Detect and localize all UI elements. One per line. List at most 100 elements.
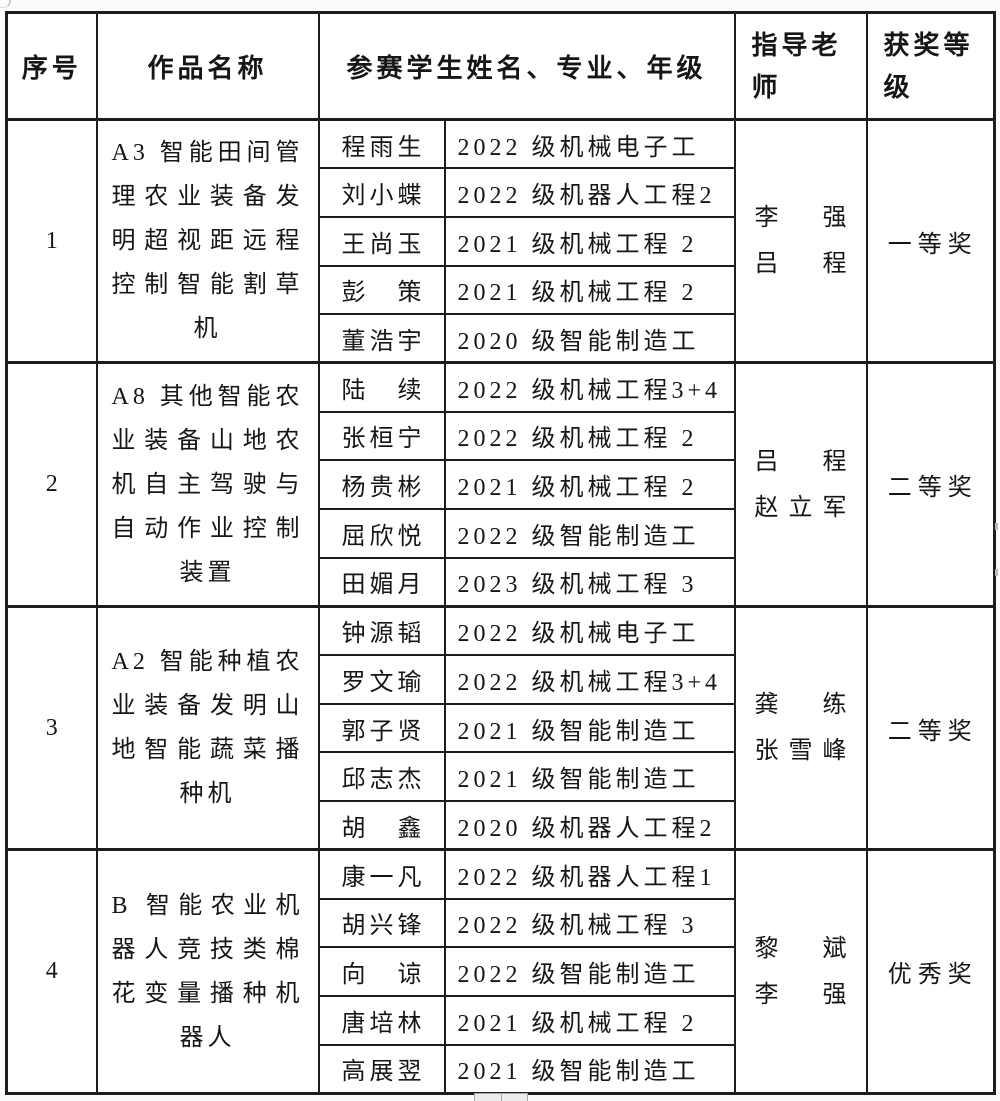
work-title-text: A8 其他智能农业装备山地农机自主驾驶与自动作业控制装置: [111, 383, 304, 586]
student-name-cell: 董浩宇: [317, 313, 446, 364]
student-name-cell: 程雨生: [317, 118, 446, 170]
student-name: 康一凡: [341, 864, 422, 891]
header-row: 序号 作品名称 参赛学生姓名、专业、年级 指导老师 获奖等级: [5, 11, 996, 121]
table-row: 胡鑫 2020 级机器人工程2: [7, 800, 995, 851]
advisors-cell: 黎斌 李强: [733, 848, 868, 1095]
table-row: 杨贵彬 2021 级机械工程 2: [7, 459, 995, 510]
student-major-cell: 2021 级智能制造工: [443, 702, 736, 754]
advisor-name: 黎斌: [754, 935, 847, 962]
table-row: 郭子贤 2021 级智能制造工: [7, 702, 995, 754]
student-name: 彭策: [341, 280, 422, 307]
advisor-name: 吕程: [754, 251, 847, 278]
work-title-cell: A8 其他智能农业装备山地农机自主驾驶与自动作业控制装置: [95, 361, 320, 608]
student-name: 田媚月: [341, 572, 422, 599]
student-name-cell: 胡鑫: [317, 800, 446, 851]
student-major-cell: 2021 级机械工程 2: [443, 459, 736, 510]
header-work-title: 作品名称: [95, 11, 320, 121]
student-major-cell: 2022 级机械电子工: [443, 118, 736, 170]
student-name: 高展翌: [341, 1059, 422, 1086]
award-cell: 二等奖: [865, 604, 996, 851]
student-name: 唐培林: [341, 1010, 422, 1037]
student-major-cell: 2022 级机器人工程1: [443, 848, 736, 900]
work-title-cell: B 智能农业机器人竞技类棉花变量播种机器人: [95, 848, 320, 1095]
table-row: 田媚月 2023 级机械工程 3: [7, 556, 995, 608]
header-award: 获奖等级: [865, 11, 996, 121]
header-advisor: 指导老师: [733, 11, 868, 121]
advisors-cell: 吕程 赵立军: [733, 361, 868, 608]
work-title-text: B 智能农业机器人竞技类棉花变量播种机器人: [111, 892, 304, 1051]
student-name: 杨贵彬: [341, 475, 422, 502]
table-row: 1 A3 智能田间管理农业装备发明超视距远程控制智能割草机 程雨生 2022 级…: [5, 117, 996, 364]
row-index-cell: 1: [5, 117, 98, 364]
student-name: 胡兴锋: [341, 913, 422, 940]
table-row: 王尚玉 2021 级机械工程 2: [7, 215, 995, 267]
student-name-cell: 罗文瑜: [317, 654, 446, 705]
table-row: 4 B 智能农业机器人竞技类棉花变量播种机器人 康一凡 2022 级机器人工程1…: [5, 848, 996, 1095]
student-name-cell: 刘小蝶: [317, 167, 446, 218]
award-cell: 一等奖: [865, 117, 996, 364]
advisor-name: 张雪峰: [754, 738, 847, 765]
student-name-cell: 屈欣悦: [317, 508, 446, 559]
student-name: 董浩宇: [341, 328, 422, 355]
table-row: 唐培林 2021 级机械工程 2: [7, 994, 995, 1046]
advisor-name: 李强: [754, 981, 847, 1008]
student-major-cell: 2022 级机械电子工: [443, 604, 736, 657]
work-title-text: A2 智能种植农业装备发明山地智能蔬菜播种机: [111, 649, 304, 808]
student-name: 罗文瑜: [341, 669, 422, 696]
advisor-name: 李强: [754, 205, 847, 232]
student-major-cell: 2021 级智能制造工: [443, 751, 736, 803]
header-index: 序号: [5, 11, 98, 121]
row-index-cell: 2: [5, 361, 98, 608]
award-results-table: 序号 作品名称 参赛学生姓名、专业、年级 指导老师 获奖等级 1 A3 智能田间…: [5, 11, 997, 1095]
student-name-cell: 王尚玉: [317, 215, 446, 267]
award-cell: 优秀奖: [865, 848, 996, 1095]
table-row: 邱志杰 2021 级智能制造工: [7, 751, 995, 803]
student-name-cell: 田媚月: [317, 556, 446, 608]
student-major-cell: 2022 级智能制造工: [443, 508, 736, 559]
student-name-cell: 唐培林: [317, 994, 446, 1046]
table-resize-handle-tick: [995, 523, 998, 530]
student-name-cell: 郭子贤: [317, 702, 446, 754]
student-name-cell: 彭策: [317, 264, 446, 316]
advisor-name: 吕程: [754, 448, 847, 475]
student-name: 郭子贤: [341, 718, 422, 745]
student-name: 屈欣悦: [341, 523, 422, 550]
work-title-cell: A2 智能种植农业装备发明山地智能蔬菜播种机: [95, 604, 320, 851]
student-name: 程雨生: [341, 134, 422, 161]
student-name: 王尚玉: [341, 231, 422, 258]
table-row: 3 A2 智能种植农业装备发明山地智能蔬菜播种机 钟源韬 2022 级机械电子工…: [5, 604, 996, 851]
student-name: 钟源韬: [341, 621, 422, 648]
table-row: 屈欣悦 2022 级智能制造工: [7, 508, 995, 559]
table-row: 张桓宁 2022 级机械工程 2: [7, 410, 995, 462]
student-major-cell: 2021 级机械工程 2: [443, 994, 736, 1046]
student-name-cell: 康一凡: [317, 848, 446, 900]
bottom-edge-artifact-divider: [501, 1094, 502, 1101]
work-title-text: A3 智能田间管理农业装备发明超视距远程控制智能割草机: [111, 140, 304, 343]
student-major-cell: 2020 级智能制造工: [443, 313, 736, 364]
row-index-cell: 3: [5, 604, 98, 851]
student-major-cell: 2022 级机器人工程2: [443, 167, 736, 218]
row-index-cell: 4: [5, 848, 98, 1095]
student-major-cell: 2022 级机械工程3+4: [443, 361, 736, 413]
student-name-cell: 胡兴锋: [317, 897, 446, 949]
table-row: 刘小蝶 2022 级机器人工程2: [7, 167, 995, 218]
table-row: 高展翌 2021 级智能制造工: [7, 1043, 995, 1095]
student-major-cell: 2022 级机械工程 3: [443, 897, 736, 949]
table-row: 彭策 2021 级机械工程 2: [7, 264, 995, 316]
student-major-cell: 2020 级机器人工程2: [443, 800, 736, 851]
advisor-name: 龚练: [754, 692, 847, 719]
student-name-cell: 杨贵彬: [317, 459, 446, 510]
student-name: 张桓宁: [341, 426, 422, 453]
student-name-cell: 邱志杰: [317, 751, 446, 803]
student-major-cell: 2022 级智能制造工: [443, 946, 736, 997]
student-name: 刘小蝶: [341, 183, 422, 210]
table-resize-handle-tick: [995, 569, 998, 576]
student-name: 陆续: [341, 378, 422, 405]
student-name: 胡鑫: [341, 815, 422, 842]
student-major-cell: 2021 级机械工程 2: [443, 215, 736, 267]
student-major-cell: 2022 级机械工程3+4: [443, 654, 736, 705]
student-name: 邱志杰: [341, 767, 422, 794]
work-title-cell: A3 智能田间管理农业装备发明超视距远程控制智能割草机: [95, 117, 320, 364]
student-major-cell: 2021 级机械工程 2: [443, 264, 736, 316]
table-row: 2 A8 其他智能农业装备山地农机自主驾驶与自动作业控制装置 陆续 2022 级…: [5, 361, 996, 608]
